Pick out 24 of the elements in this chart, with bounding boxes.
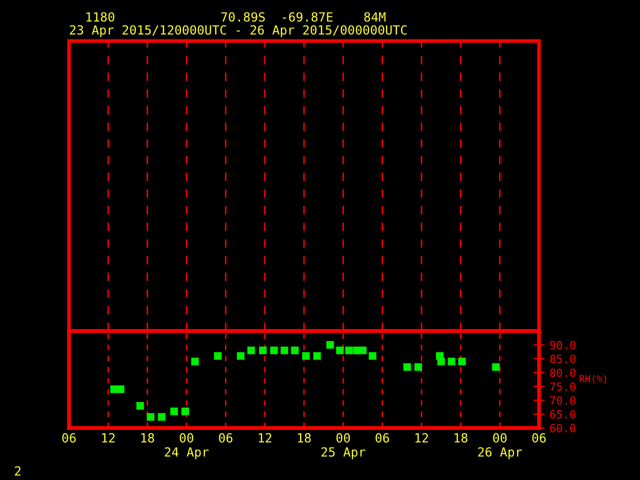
x-tick-label: 12 — [102, 433, 115, 442]
x-tick-label: 12 — [415, 433, 428, 442]
y2-tick-label: 75.0 — [550, 382, 576, 391]
x-tick-label: 06 — [532, 433, 546, 443]
x-tick-label: 12 — [258, 433, 272, 442]
y2-tick-label: 80.0 — [550, 368, 576, 377]
x-tick-label: 00 24 Apr — [164, 433, 209, 460]
y2-tick-label: 70.0 — [550, 396, 576, 405]
y2-tick-label: 90.0 — [550, 340, 576, 350]
x-tick-label: 06 — [376, 433, 390, 443]
chart-subtitle: 23 Apr 2015/120000UTC - 26 Apr 2015/000000UTC — [70, 25, 407, 38]
y2-tick-label: 60.0 — [550, 424, 576, 432]
x-tick-label: 18 — [298, 433, 311, 443]
x-tick-label: 18 — [454, 433, 468, 443]
y2-axis-title: RH(%) — [580, 374, 606, 384]
text: 2 — [14, 466, 20, 476]
y2-tick-label: 65.0 — [550, 410, 576, 419]
chart-title: 1180 70.89S -69.87E 84M — [86, 12, 386, 22]
x-tick-label: 00 25 Apr — [322, 433, 366, 460]
x-tick-label: 18 — [141, 433, 154, 443]
x-tick-label: 00 26 Apr — [478, 433, 522, 460]
x-tick-label: 06 — [62, 433, 76, 443]
y2-tick-label: 85.0 — [550, 354, 576, 364]
x-tick-label: 06 — [218, 433, 232, 443]
